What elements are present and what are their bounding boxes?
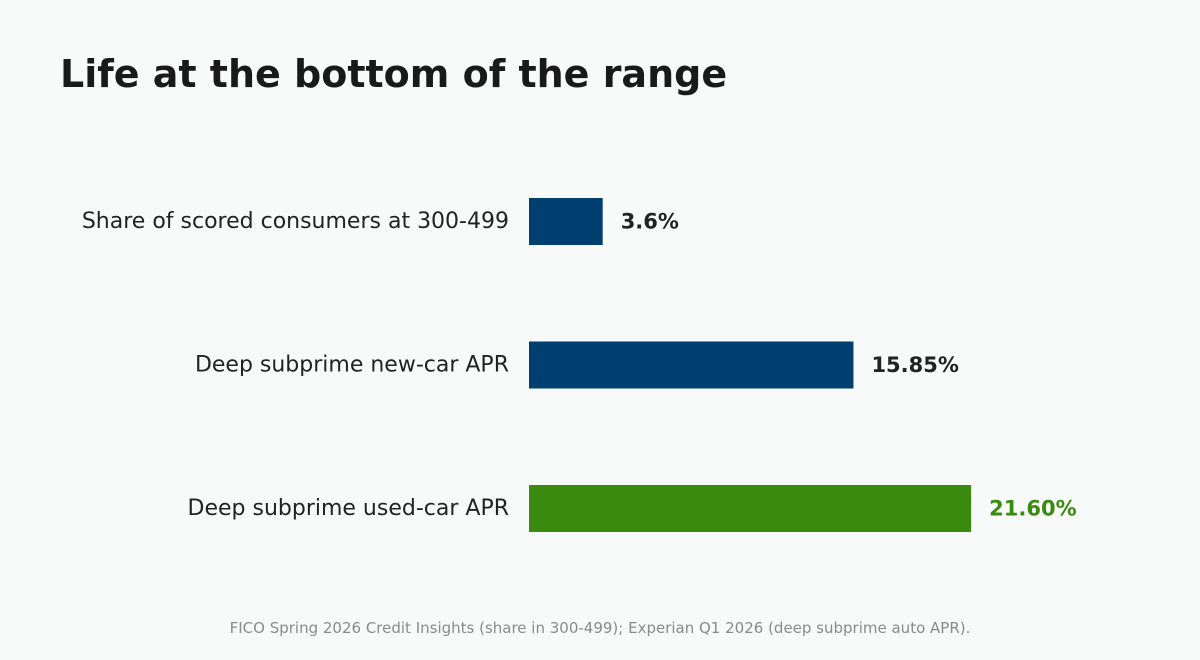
bar-deep-subprime-used-car-apr (529, 485, 972, 532)
bar-row-share-of-scored-consumers-at-300-499: Share of scored consumers at 300-499 3.6% (82, 198, 679, 245)
bar-row-deep-subprime-used-car-apr: Deep subprime used-car APR 21.60% (188, 485, 1077, 532)
chart-title: Life at the bottom of the range (60, 52, 728, 96)
bar-share-of-scored-consumers-at-300-499 (529, 198, 603, 245)
category-label-share-of-scored-consumers-at-300-499: Share of scored consumers at 300-499 (82, 209, 509, 234)
bar-chart: Share of scored consumers at 300-499 3.6%… (82, 198, 1077, 532)
category-label-deep-subprime-new-car-apr: Deep subprime new-car APR (195, 353, 509, 378)
value-label-deep-subprime-used-car-apr: 21.60% (989, 497, 1076, 521)
category-label-deep-subprime-used-car-apr: Deep subprime used-car APR (188, 496, 509, 521)
bar-row-deep-subprime-new-car-apr: Deep subprime new-car APR 15.85% (195, 341, 959, 389)
bar-deep-subprime-new-car-apr (529, 341, 854, 389)
value-label-share-of-scored-consumers-at-300-499: 3.6% (621, 210, 679, 234)
value-label-deep-subprime-new-car-apr: 15.85% (871, 353, 958, 377)
source-note: FICO Spring 2026 Credit Insights (share … (229, 619, 971, 637)
bars-group: Share of scored consumers at 300-499 3.6%… (82, 198, 1077, 532)
